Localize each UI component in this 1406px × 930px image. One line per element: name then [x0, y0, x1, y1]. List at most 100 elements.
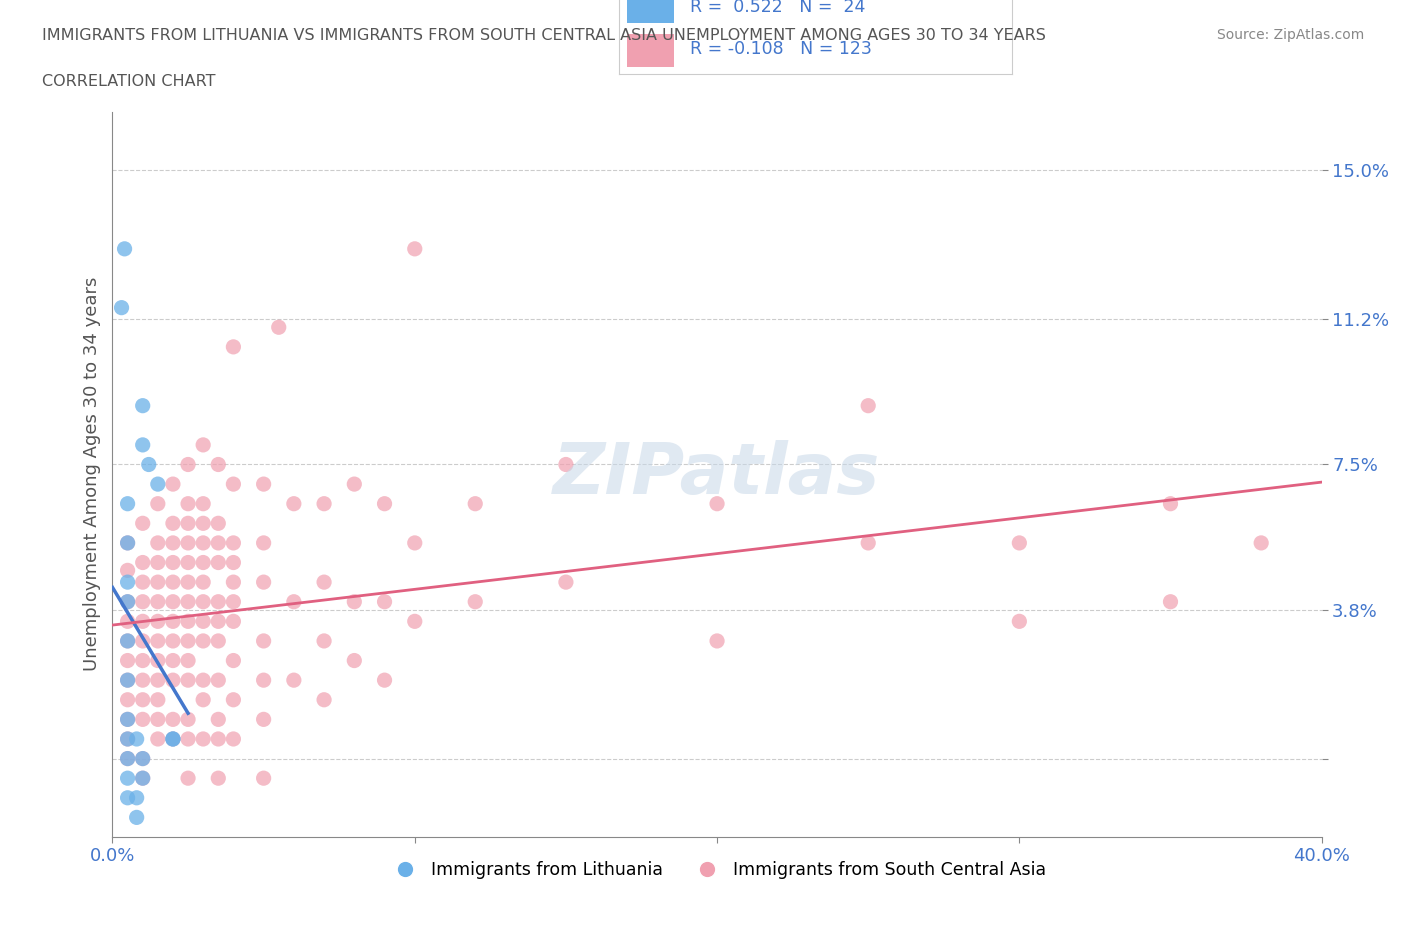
- Point: [162, 516, 184, 531]
- Point: [177, 712, 200, 727]
- Point: [117, 732, 139, 747]
- Point: [132, 751, 155, 766]
- Point: [117, 653, 139, 668]
- Point: [177, 771, 200, 786]
- Point: [177, 672, 200, 687]
- Point: [1159, 497, 1181, 512]
- Point: [110, 300, 132, 315]
- Point: [177, 457, 200, 472]
- Point: [132, 653, 155, 668]
- Point: [132, 614, 155, 629]
- Point: [138, 457, 160, 472]
- Point: [314, 575, 336, 590]
- Point: [1008, 614, 1031, 629]
- Point: [146, 633, 169, 648]
- Point: [117, 614, 139, 629]
- Point: [253, 672, 276, 687]
- Point: [146, 477, 169, 492]
- Point: [177, 633, 200, 648]
- Point: [117, 771, 139, 786]
- Point: [404, 242, 426, 257]
- Point: [177, 516, 200, 531]
- Point: [117, 790, 139, 805]
- Point: [117, 497, 139, 512]
- Point: [132, 594, 155, 609]
- Point: [177, 614, 200, 629]
- Point: [207, 457, 229, 472]
- Point: [125, 790, 148, 805]
- Point: [706, 497, 728, 512]
- Point: [146, 575, 169, 590]
- Point: [207, 594, 229, 609]
- Point: [374, 594, 396, 609]
- Point: [207, 712, 229, 727]
- Point: [146, 672, 169, 687]
- Point: [117, 633, 139, 648]
- Point: [132, 575, 155, 590]
- Point: [177, 732, 200, 747]
- Point: [132, 398, 155, 413]
- Point: [162, 614, 184, 629]
- Point: [117, 732, 139, 747]
- Point: [191, 497, 214, 512]
- Point: [207, 536, 229, 551]
- Point: [222, 594, 245, 609]
- Point: [146, 555, 169, 570]
- Point: [177, 555, 200, 570]
- Point: [222, 477, 245, 492]
- Point: [207, 614, 229, 629]
- Point: [191, 516, 214, 531]
- Point: [374, 672, 396, 687]
- Point: [117, 672, 139, 687]
- Point: [146, 712, 169, 727]
- Point: [117, 563, 139, 578]
- Point: [314, 633, 336, 648]
- Text: ZIPatlas: ZIPatlas: [554, 440, 880, 509]
- Point: [267, 320, 290, 335]
- Point: [222, 732, 245, 747]
- Point: [132, 555, 155, 570]
- Point: [283, 594, 305, 609]
- Point: [343, 594, 366, 609]
- Point: [132, 712, 155, 727]
- Point: [132, 516, 155, 531]
- Point: [554, 457, 576, 472]
- Point: [207, 771, 229, 786]
- Point: [117, 712, 139, 727]
- Point: [146, 614, 169, 629]
- Point: [222, 614, 245, 629]
- Point: [191, 633, 214, 648]
- Point: [162, 653, 184, 668]
- Point: [191, 575, 214, 590]
- Y-axis label: Unemployment Among Ages 30 to 34 years: Unemployment Among Ages 30 to 34 years: [83, 277, 101, 671]
- Point: [177, 594, 200, 609]
- Point: [404, 614, 426, 629]
- Point: [146, 536, 169, 551]
- Point: [253, 575, 276, 590]
- Point: [191, 614, 214, 629]
- Point: [114, 242, 136, 257]
- Point: [125, 732, 148, 747]
- Point: [132, 672, 155, 687]
- Point: [222, 555, 245, 570]
- Point: [117, 633, 139, 648]
- Point: [222, 339, 245, 354]
- Point: [117, 712, 139, 727]
- Point: [132, 437, 155, 452]
- Point: [554, 575, 576, 590]
- Point: [177, 653, 200, 668]
- Point: [191, 594, 214, 609]
- Point: [177, 536, 200, 551]
- Legend: Immigrants from Lithuania, Immigrants from South Central Asia: Immigrants from Lithuania, Immigrants fr…: [381, 855, 1053, 886]
- Point: [253, 536, 276, 551]
- Point: [162, 575, 184, 590]
- Point: [146, 594, 169, 609]
- Point: [343, 477, 366, 492]
- Point: [314, 692, 336, 707]
- Point: [706, 633, 728, 648]
- Bar: [627, 34, 673, 67]
- Point: [856, 536, 880, 551]
- Point: [117, 575, 139, 590]
- Point: [191, 732, 214, 747]
- Point: [125, 810, 148, 825]
